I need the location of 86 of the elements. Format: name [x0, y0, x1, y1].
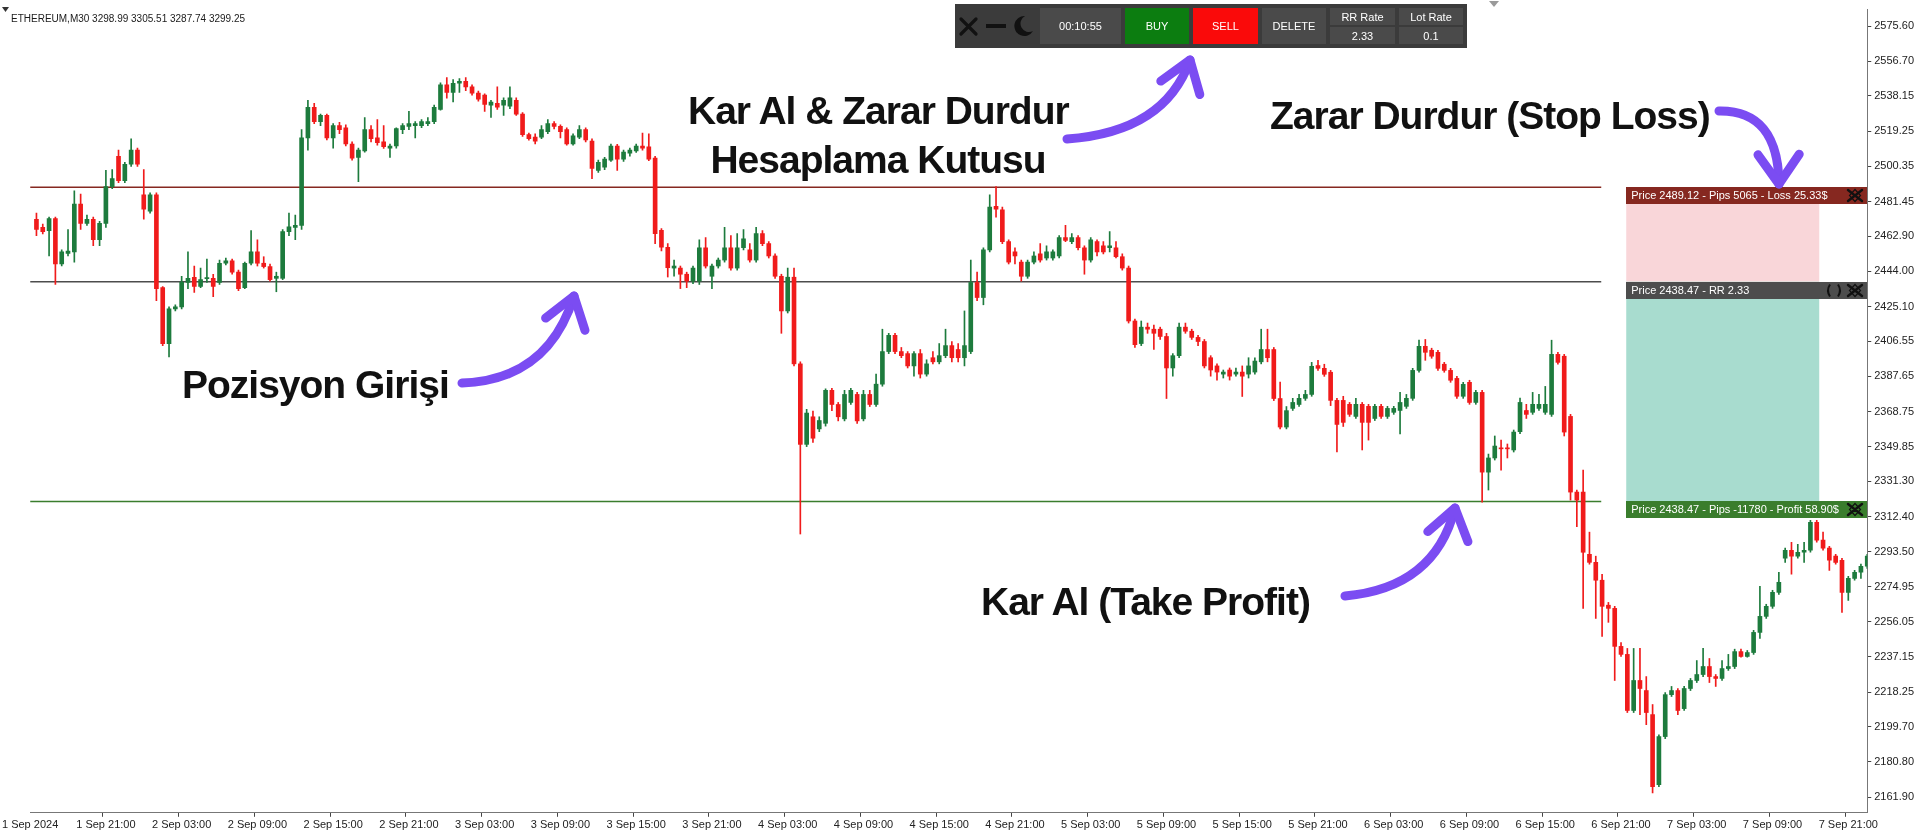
y-tick-label: 2161.90 — [1874, 790, 1914, 803]
candlestick — [494, 86, 500, 110]
annotation: Kar Al (Take Profit) — [981, 579, 1310, 625]
x-tick-label: 3 Sep 09:00 — [530, 818, 591, 831]
x-tick-label: 5 Sep 03:00 — [1061, 818, 1121, 831]
y-tick-label: 2462.90 — [1874, 229, 1914, 242]
x-tick-label: 6 Sep 15:00 — [1515, 818, 1575, 831]
y-tick-label: 2387.65 — [1874, 369, 1914, 382]
candlestick — [185, 251, 191, 289]
y-tick-label: 2538.15 — [1874, 89, 1914, 102]
x-tick-label: 4 Sep 15:00 — [909, 818, 969, 831]
y-tick-label: 2575.60 — [1874, 19, 1914, 32]
annotation: Pozisyon Girişi — [182, 362, 449, 408]
chart-title: ETHEREUM,M30 3298.99 3305.51 3287.74 3299.25 — [11, 12, 246, 24]
lot-rate-header: Lot Rate — [1397, 4, 1467, 26]
x-tick-label: 2 Sep 09:00 — [227, 818, 288, 831]
y-tick-label: 2199.70 — [1874, 719, 1914, 732]
x-tick-label: 6 Sep 09:00 — [1439, 818, 1500, 831]
x-tick-label: 5 Sep 09:00 — [1136, 818, 1197, 831]
buy-button: BUY — [1123, 4, 1191, 48]
lot-rate-field: 0.1 — [1397, 26, 1467, 48]
ref-line-label: Price 2489.12 - Pips 5065 - Loss 25.33$ — [1631, 189, 1828, 202]
candlestick — [1151, 324, 1157, 350]
y-tick-label: 2368.75 — [1874, 404, 1914, 417]
y-tick-label: 2256.05 — [1874, 614, 1914, 627]
annotation: DELETE — [1272, 20, 1316, 32]
y-tick-label: 2331.30 — [1874, 474, 1914, 487]
y-tick-label: 2274.95 — [1874, 579, 1914, 592]
sell-button: SELL — [1191, 4, 1260, 48]
timer-field: 00:10:55 — [1036, 4, 1123, 48]
rr-rate-header: RR Rate — [1328, 4, 1397, 26]
x-tick-label: 5 Sep 15:00 — [1212, 818, 1272, 831]
annotation: 2.33 — [1351, 29, 1374, 42]
x-tick-label: 2 Sep 15:00 — [303, 818, 363, 831]
x-tick-label: 4 Sep 21:00 — [985, 818, 1045, 831]
y-tick-label: 2444.00 — [1874, 264, 1914, 277]
candlestick — [204, 258, 210, 283]
candlestick — [1637, 648, 1643, 715]
candlestick — [993, 186, 999, 218]
price-tag: Price 2489.12 - Pips 5065 - Loss 25.33$ — [1626, 187, 1868, 205]
annotation: SELL — [1212, 20, 1239, 32]
y-tick-label: 2425.10 — [1874, 299, 1914, 312]
rr-rate-field: 2.33 — [1328, 26, 1397, 48]
ref-line-label: Price 2438.47 - Pips -11780 - Profit 58.90$ — [1631, 503, 1839, 516]
x-tick-label: 7 Sep 09:00 — [1742, 818, 1803, 831]
candlestick — [1801, 541, 1807, 563]
x-tick-label: 3 Sep 03:00 — [455, 818, 515, 831]
price-tag: Price 2438.47 - Pips -11780 - Profit 58.90$ — [1626, 501, 1868, 519]
x-tick-label: 7 Sep 21:00 — [1818, 818, 1878, 831]
x-tick-label: 2 Sep 03:00 — [151, 818, 212, 831]
x-tick-label: 5 Sep 21:00 — [1288, 818, 1348, 831]
annotation: Zarar Durdur (Stop Loss) — [1270, 93, 1710, 139]
price-tag: Price 2438.47 - RR 2.33 — [1626, 281, 1868, 299]
y-tick-label: 2519.25 — [1874, 124, 1914, 137]
x-tick-label: 7 Sep 03:00 — [1667, 818, 1727, 831]
annotation: 00:10:55 — [1059, 20, 1102, 32]
annotation: Lot Rate — [1410, 10, 1452, 23]
annotation: BUY — [1145, 20, 1169, 32]
delete-button: DELETE — [1260, 4, 1328, 48]
y-tick-label: 2237.15 — [1874, 649, 1914, 662]
x-tick-label: 2 Sep 21:00 — [379, 818, 439, 831]
candlestick — [406, 111, 412, 130]
y-tick-label: 2218.25 — [1874, 685, 1914, 698]
x-tick-label: 3 Sep 15:00 — [606, 818, 666, 831]
x-tick-label: 6 Sep 03:00 — [1364, 818, 1424, 831]
candlestick — [1107, 231, 1112, 253]
y-tick-label: 2500.35 — [1874, 159, 1914, 172]
annotation: Kar Al & Zarar Durdur Hesaplama Kutusu — [688, 88, 1069, 183]
x-tick-label: 1 Sep 21:00 — [76, 818, 136, 831]
ref-line-label: Price 2438.47 - RR 2.33 — [1631, 283, 1750, 296]
x-tick-label: 4 Sep 09:00 — [833, 818, 894, 831]
x-tick-label: 3 Sep 21:00 — [682, 818, 742, 831]
annotation: 0.1 — [1423, 29, 1439, 42]
candlestick — [1239, 365, 1245, 397]
candlestick — [1397, 392, 1403, 435]
y-tick-label: 2293.50 — [1874, 544, 1914, 557]
y-tick-label: 2349.85 — [1874, 439, 1914, 452]
y-tick-label: 2556.70 — [1874, 54, 1914, 67]
x-tick-label: 6 Sep 21:00 — [1591, 818, 1651, 831]
y-tick-label: 2406.55 — [1874, 334, 1914, 347]
x-tick-label: 1 Sep 2024 — [2, 818, 59, 831]
y-tick-label: 2180.80 — [1874, 754, 1914, 767]
annotation: RR Rate — [1341, 10, 1384, 23]
y-tick-label: 2481.45 — [1874, 194, 1914, 207]
y-tick-label: 2312.40 — [1874, 509, 1914, 522]
x-tick-label: 4 Sep 03:00 — [758, 818, 818, 831]
